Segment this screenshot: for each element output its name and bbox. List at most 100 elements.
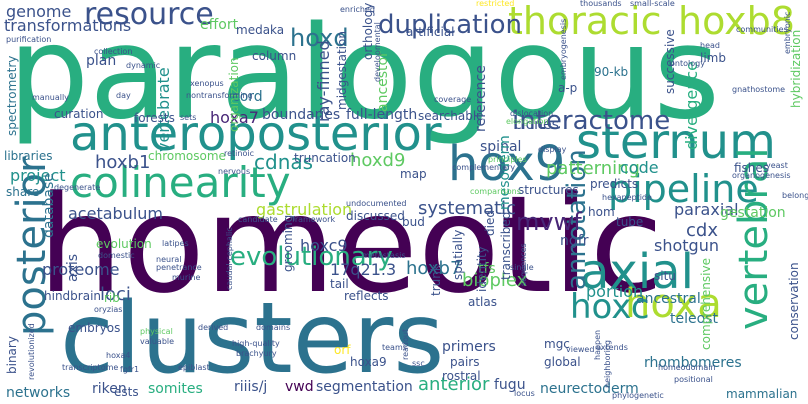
word-rhombomeres: rhombomeres: [644, 355, 742, 371]
word-mammalian: mammalian: [726, 387, 798, 401]
word-sequences: sequences: [519, 243, 528, 286]
word-xenopus: xenopus: [190, 79, 224, 88]
word-portion: portion: [586, 282, 644, 301]
word-sets: sets: [180, 113, 197, 122]
word-epiblast: epiblast: [178, 363, 210, 372]
word-metastasis: metastasis: [362, 251, 406, 260]
word-tfs: tfs: [478, 261, 496, 277]
word-collection: collection: [94, 47, 133, 56]
word-small-scale: small-scale: [630, 0, 675, 8]
word-extends: extends: [596, 343, 628, 352]
word-died: died: [483, 210, 497, 236]
word-neural: neural: [156, 255, 182, 264]
word-developmental: developmental: [373, 22, 382, 82]
word-sternum: sternum: [576, 114, 776, 170]
word-neighboring: neighboring: [603, 340, 612, 388]
word-tail: tail: [330, 277, 349, 291]
word-complementary: complementary: [452, 163, 516, 172]
word-cdx: cdx: [686, 220, 718, 241]
word-enriched: enriched: [340, 5, 375, 14]
word-loci: loci: [100, 284, 131, 305]
word-manually: manually: [32, 93, 69, 102]
word-bioplex: bioplex: [462, 270, 528, 291]
word-effort: effort: [200, 17, 239, 33]
word-latipes: latipes: [162, 239, 189, 248]
word-hindbrain: hindbrain: [44, 289, 102, 303]
word-cord: cord: [232, 89, 263, 105]
word-head: head: [700, 41, 720, 50]
word-comparisons: comparisons: [470, 187, 521, 196]
word-hoxb1: hoxb1: [95, 152, 151, 173]
word-comprehensive: comprehensive: [699, 258, 713, 350]
word-hoxd9: hoxd9: [350, 150, 406, 171]
word-boundaries: boundaries: [262, 107, 341, 123]
word-curation: curation: [54, 107, 104, 121]
word-caudal-cephalic: caudal-cephalic: [225, 227, 234, 290]
word-full-length: full-length: [346, 107, 418, 123]
word-hoxb8: hoxb8: [678, 0, 795, 43]
word-project: project: [10, 166, 66, 185]
word-restricted: restricted: [476, 0, 515, 8]
word-ngfr: ngfr: [560, 233, 589, 249]
word-hoxd: hoxd: [290, 24, 349, 52]
word-segmentation: segmentation: [316, 379, 413, 395]
word-dislocation: dislocation: [510, 109, 554, 118]
word-interactome: interactome: [512, 106, 671, 136]
word-divergence: divergence: [682, 61, 701, 150]
word-positional: positional: [674, 375, 713, 384]
word-paralogous: paralogous: [8, 0, 720, 148]
word-ray-finned: ray-finned: [314, 40, 333, 122]
word-paraxial: paraxial: [674, 200, 739, 219]
word-teleost: teleost: [670, 311, 718, 327]
word-midgestation: midgestation: [335, 31, 349, 110]
word-90-kb: 90-kb: [594, 65, 629, 79]
word-domains: domains: [256, 323, 291, 332]
word-forests: forests: [134, 111, 175, 125]
word-plan: plan: [86, 53, 117, 69]
word-hoxa: hoxa: [625, 281, 722, 327]
word-shotgun: shotgun: [654, 236, 719, 255]
word-structures: structures: [518, 183, 579, 197]
word-binary: binary: [5, 336, 19, 374]
word-ssc: ssc: [412, 359, 425, 368]
word-riken: riken: [92, 381, 127, 397]
word-penetrance: penetrance: [156, 263, 202, 272]
word-brachyury: brachyury: [236, 349, 277, 358]
word-networks: networks: [6, 385, 71, 401]
word-rib: rib: [104, 291, 120, 305]
word-colinearity: colinearity: [70, 158, 291, 207]
word-embryos: embryos: [68, 321, 121, 335]
word-spatially: spatially: [451, 229, 465, 280]
word-atlas: atlas: [468, 295, 497, 309]
word-a-p: a-p: [558, 81, 578, 95]
word-ancestral: ancestral: [636, 291, 701, 307]
word-display: display: [538, 145, 567, 154]
word-thoracic: thoracic: [508, 0, 662, 43]
word-proteome: proteome: [42, 260, 120, 279]
word-retinoic: retinoic: [224, 149, 254, 158]
word-domestic: domestic: [98, 251, 135, 260]
word-riiis: riiis/j: [234, 379, 268, 395]
word-elongation: elongation: [506, 117, 549, 126]
word-homeotic: homeotic: [38, 167, 664, 323]
word-medaka: medaka: [236, 23, 285, 37]
word-hoxc: hoxc: [570, 287, 650, 327]
word-viewed: viewed: [566, 345, 595, 354]
word-principles: principles: [488, 155, 527, 164]
word-dynamic: dynamic: [126, 61, 161, 70]
word-mgc: mgc: [544, 337, 570, 351]
word-homeodomain: homeodomain: [658, 363, 716, 372]
word-day: day: [116, 91, 131, 100]
word-genome: genome: [6, 2, 72, 21]
word-axis: axis: [65, 253, 81, 282]
word-gnathostome: gnathostome: [732, 85, 786, 94]
word-rostral: rostral: [442, 369, 481, 383]
word-somites: somites: [148, 381, 203, 397]
word-global: global: [544, 355, 581, 369]
word-axial: axial: [580, 244, 694, 300]
word-revolutionized: revolutionized: [27, 323, 36, 380]
word-pairs: pairs: [450, 355, 480, 369]
word-share: share: [6, 185, 40, 199]
word-embryogenesis: embryogenesis: [559, 18, 568, 80]
